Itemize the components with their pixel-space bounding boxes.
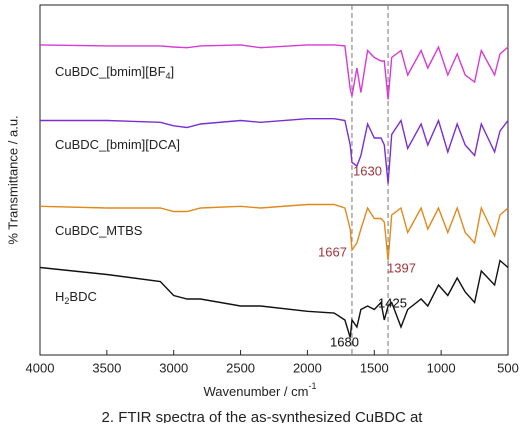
series-label-sub: 4 bbox=[166, 71, 171, 81]
annotation: 1680 bbox=[330, 334, 359, 349]
x-tick-label: 2000 bbox=[293, 360, 322, 375]
series-label-text: BDC bbox=[69, 289, 96, 304]
series-label-text: CuBDC_[bmim][BF bbox=[55, 64, 166, 79]
y-axis-label: % Transmittance / a.u. bbox=[5, 115, 20, 244]
annotation: 1397 bbox=[387, 260, 416, 275]
series-label-text: CuBDC_MTBS bbox=[55, 223, 143, 238]
series-label-text: CuBDC_[bmim][DCA] bbox=[55, 137, 180, 152]
x-tick-label: 1000 bbox=[427, 360, 456, 375]
annotation: 1425 bbox=[378, 295, 407, 310]
annotation: 1667 bbox=[318, 244, 347, 259]
series-label: CuBDC_MTBS bbox=[55, 223, 143, 238]
series-line bbox=[39, 259, 509, 338]
series-line bbox=[39, 203, 509, 261]
x-axis-label-sup: -1 bbox=[308, 381, 316, 391]
x-tick-label: 1500 bbox=[360, 360, 389, 375]
series-label-sub: 2 bbox=[64, 296, 69, 306]
annotation: 1630 bbox=[353, 163, 382, 178]
x-axis-label-text: Wavenumber / cm bbox=[203, 384, 308, 399]
x-tick-label: 3500 bbox=[92, 360, 121, 375]
x-tick-label: 3000 bbox=[159, 360, 188, 375]
series-label: H2BDC bbox=[55, 289, 97, 306]
x-tick-label: 4000 bbox=[26, 360, 55, 375]
x-tick-label: 500 bbox=[497, 360, 519, 375]
series-label: CuBDC_[bmim][BF4] bbox=[55, 64, 174, 81]
series-label-text: H bbox=[55, 289, 64, 304]
x-tick-label: 2500 bbox=[226, 360, 255, 375]
series-label-text: ] bbox=[171, 64, 175, 79]
series-label: CuBDC_[bmim][DCA] bbox=[55, 137, 180, 152]
caption: 2. FTIR spectra of the as-synthesized Cu… bbox=[102, 409, 424, 423]
x-axis-label: Wavenumber / cm-1 bbox=[203, 381, 316, 399]
series-line bbox=[40, 118, 509, 184]
plot-frame bbox=[39, 4, 509, 356]
series-line bbox=[39, 44, 509, 100]
